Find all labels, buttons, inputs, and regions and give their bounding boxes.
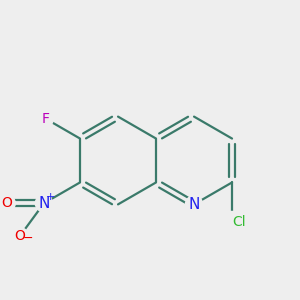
Circle shape — [38, 111, 53, 126]
Text: −: − — [23, 232, 34, 244]
Circle shape — [11, 228, 28, 245]
Circle shape — [35, 195, 52, 212]
Circle shape — [221, 212, 242, 233]
Text: F: F — [42, 112, 50, 126]
Text: N: N — [38, 196, 50, 211]
Text: O: O — [14, 229, 25, 243]
Text: Cl: Cl — [232, 215, 246, 229]
Text: O: O — [1, 196, 12, 210]
Text: N: N — [188, 197, 200, 212]
Text: +: + — [46, 192, 55, 202]
Circle shape — [185, 196, 203, 213]
Circle shape — [0, 195, 15, 212]
